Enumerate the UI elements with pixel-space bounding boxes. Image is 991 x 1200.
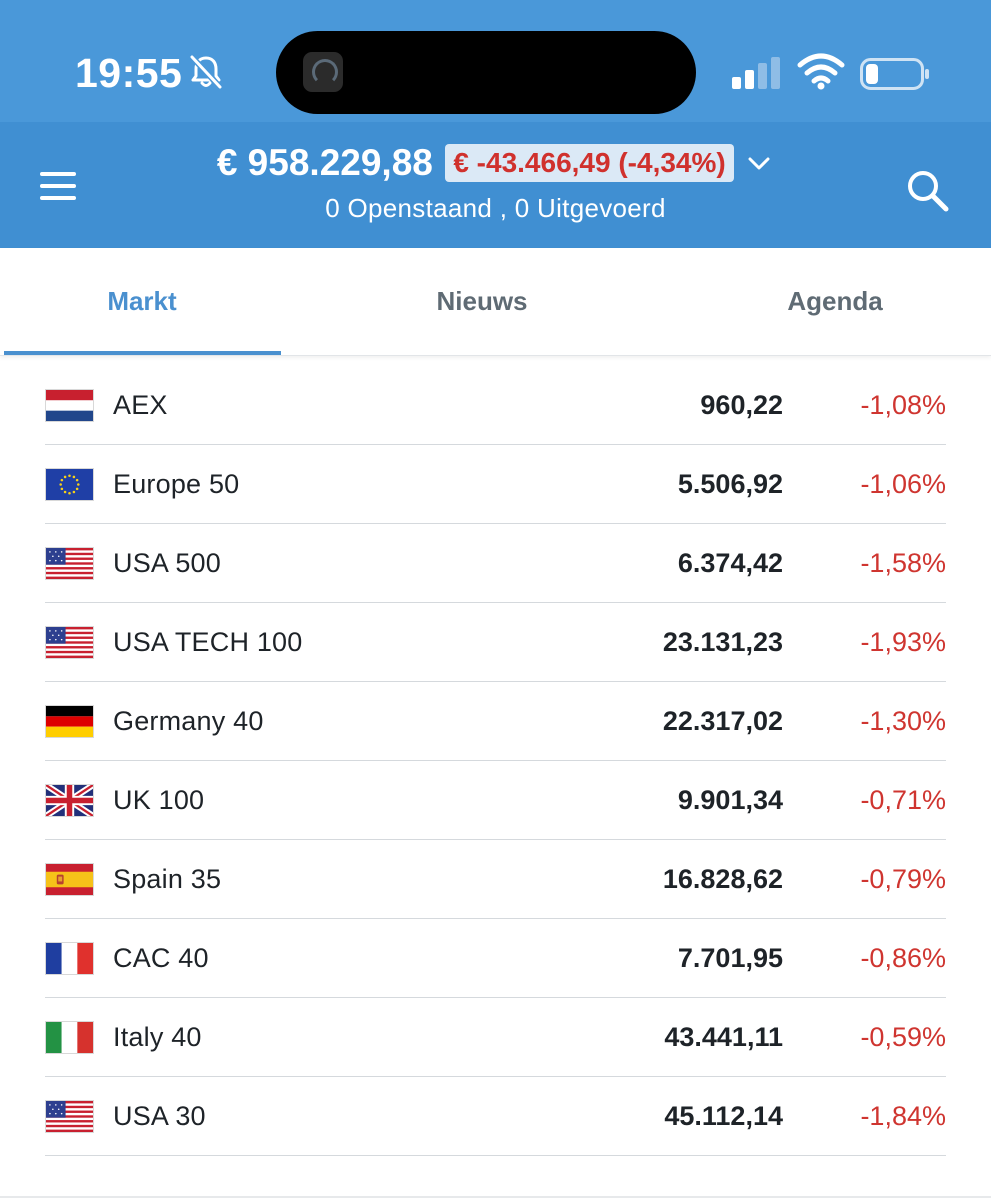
active-tab-indicator (4, 351, 281, 355)
market-name: CAC 40 (113, 943, 209, 973)
dynamic-island (276, 31, 696, 114)
market-change: -1,58% (860, 548, 946, 578)
market-row-usa-tech-100[interactable]: USA TECH 100 23.131,23 -1,93% (45, 603, 946, 682)
market-row-uk-100[interactable]: UK 100 9.901,34 -0,71% (45, 761, 946, 840)
market-value: 45.112,14 (664, 1101, 783, 1131)
portfolio-summary[interactable]: € 958.229,88 € -43.466,49 (-4,34%) (0, 140, 991, 188)
market-value: 22.317,02 (662, 706, 783, 736)
chevron-down-icon[interactable] (744, 148, 774, 178)
menu-icon[interactable] (40, 170, 78, 202)
status-time: 19:55 (75, 50, 183, 96)
orders-summary: 0 Openstaand , 0 Uitgevoerd (325, 193, 666, 223)
portfolio-change-badge: € -43.466,49 (-4,34%) (445, 144, 734, 182)
usa-flag-icon (45, 547, 94, 580)
france-flag-icon (45, 942, 94, 975)
market-name: Germany 40 (113, 706, 264, 736)
market-row-italy-40[interactable]: Italy 40 43.441,11 -0,59% (45, 998, 946, 1077)
italy-flag-icon (45, 1021, 94, 1054)
tab-bar: Markt Nieuws Agenda (0, 248, 991, 356)
app-header: € 958.229,88 € -43.466,49 (-4,34%) 0 Ope… (0, 122, 991, 248)
market-list: AEX 960,22 -1,08% Europe 50 5.506,92 -1,… (45, 366, 946, 1156)
market-row-europe-50[interactable]: Europe 50 5.506,92 -1,06% (45, 445, 946, 524)
market-value: 6.374,42 (677, 548, 783, 578)
portfolio-value: € 958.229,88 (216, 142, 433, 183)
market-row-usa-30[interactable]: USA 30 45.112,14 -1,84% (45, 1077, 946, 1156)
market-change: -0,79% (860, 864, 946, 894)
netherlands-flag-icon (45, 389, 94, 422)
market-change: -1,30% (860, 706, 946, 736)
status-bar: 19:55 (0, 0, 991, 122)
market-row-spain-35[interactable]: Spain 35 16.828,62 -0,79% (45, 840, 946, 919)
germany-flag-icon (45, 705, 94, 738)
market-row-aex[interactable]: AEX 960,22 -1,08% (45, 366, 946, 445)
market-value: 16.828,62 (662, 864, 783, 894)
market-change: -1,06% (860, 469, 946, 499)
market-row-germany-40[interactable]: Germany 40 22.317,02 -1,30% (45, 682, 946, 761)
market-value: 7.701,95 (677, 943, 783, 973)
market-name: Italy 40 (113, 1022, 202, 1052)
market-value: 23.131,23 (662, 627, 783, 657)
market-value: 5.506,92 (677, 469, 783, 499)
uk-flag-icon (45, 784, 94, 817)
market-name: UK 100 (113, 785, 205, 815)
wifi-icon (797, 53, 845, 90)
spain-flag-icon (45, 863, 94, 896)
market-row-usa-500[interactable]: USA 500 6.374,42 -1,58% (45, 524, 946, 603)
camera-indicator-icon (303, 52, 343, 92)
market-name: USA 500 (113, 548, 221, 578)
market-change: -1,84% (860, 1101, 946, 1131)
tab-agenda[interactable]: Agenda (787, 286, 883, 316)
battery-icon (860, 58, 929, 90)
market-name: Spain 35 (113, 864, 222, 894)
market-change: -0,71% (860, 785, 946, 815)
market-name: USA TECH 100 (113, 627, 303, 657)
market-value: 960,22 (700, 390, 783, 420)
search-icon[interactable] (903, 166, 951, 214)
market-change: -0,59% (860, 1022, 946, 1052)
eu-flag-icon (45, 468, 94, 501)
tab-nieuws[interactable]: Nieuws (436, 286, 528, 316)
tab-markt[interactable]: Markt (107, 286, 177, 316)
market-value: 43.441,11 (664, 1022, 783, 1052)
market-change: -1,08% (860, 390, 946, 420)
market-value: 9.901,34 (677, 785, 783, 815)
market-name: USA 30 (113, 1101, 206, 1131)
bottom-divider (0, 1196, 991, 1198)
usa-flag-icon (45, 626, 94, 659)
usa-flag-icon (45, 1100, 94, 1133)
market-change: -1,93% (860, 627, 946, 657)
bell-slash-icon (189, 54, 223, 90)
market-row-cac-40[interactable]: CAC 40 7.701,95 -0,86% (45, 919, 946, 998)
market-name: AEX (113, 390, 168, 420)
market-change: -0,86% (860, 943, 946, 973)
cellular-signal-icon (732, 57, 780, 89)
market-name: Europe 50 (113, 469, 240, 499)
